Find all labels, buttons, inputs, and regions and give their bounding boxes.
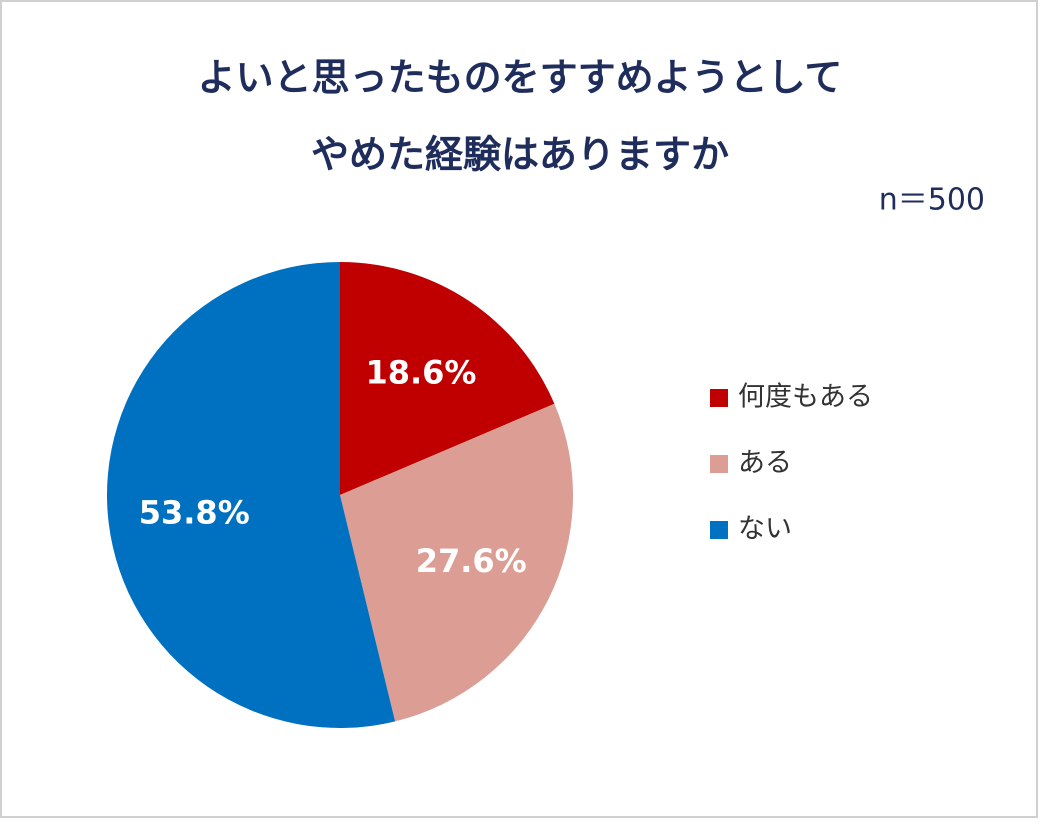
legend-label: ない [738, 514, 792, 545]
pie-slice [107, 262, 396, 728]
chart-title: よいと思ったものをすすめようとして [198, 56, 843, 100]
pie-slice [340, 262, 555, 495]
legend-swatch [710, 455, 728, 473]
data-label: 27.6% [416, 542, 527, 580]
data-label: 18.6% [365, 354, 476, 392]
pie-slice [340, 403, 573, 722]
chart-title: やめた経験はありますか [311, 133, 729, 177]
legend-label: 何度もある [738, 382, 873, 413]
data-label: 53.8% [139, 493, 250, 531]
legend-swatch [710, 521, 728, 539]
chart-subtitle: n＝500 [879, 183, 985, 218]
legend-swatch [710, 389, 728, 407]
legend-label: ある [738, 448, 792, 479]
